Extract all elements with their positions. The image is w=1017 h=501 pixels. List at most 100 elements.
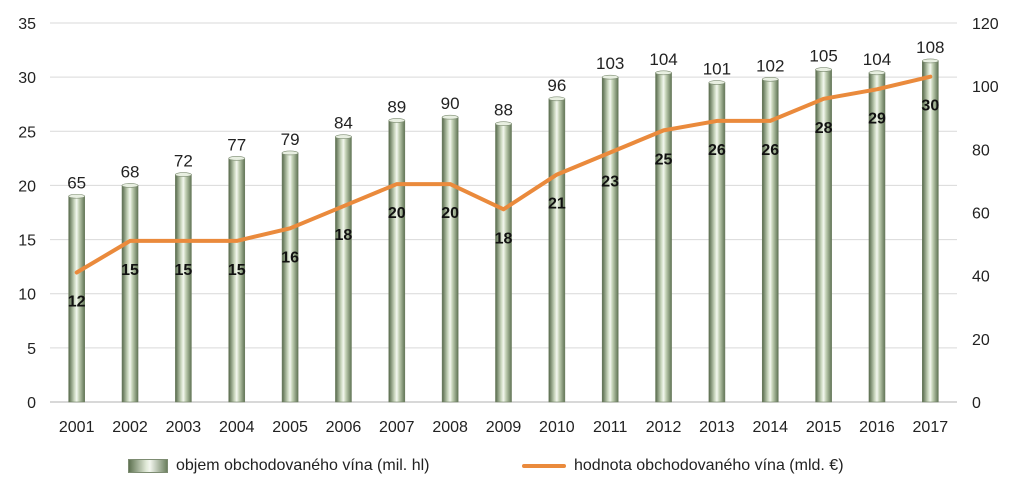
bar-data-label: 105 <box>809 47 837 66</box>
line-data-label: 25 <box>655 151 673 168</box>
bar-data-label: 104 <box>649 50 677 69</box>
legend: objem obchodovaného vína (mil. hl) hodno… <box>0 455 1017 485</box>
bar-cap <box>761 77 779 82</box>
line-data-label: 16 <box>281 249 299 266</box>
line-data-label: 20 <box>388 205 406 222</box>
bar-data-label: 103 <box>596 54 624 73</box>
line-data-label: 15 <box>228 262 246 279</box>
line-data-label: 23 <box>601 173 619 190</box>
right-tick-label: 40 <box>972 269 990 286</box>
bar-cap <box>815 67 832 72</box>
line-data-label: 30 <box>921 98 939 115</box>
line-data-label: 15 <box>174 262 192 279</box>
bar-cap <box>388 118 406 123</box>
bar-cap <box>228 156 246 161</box>
left-tick-label: 30 <box>18 70 36 87</box>
bar-data-label: 65 <box>67 173 86 192</box>
bar-data-label: 102 <box>756 56 784 75</box>
bar-data-label: 77 <box>227 135 246 154</box>
x-tick-label: 2013 <box>699 419 735 436</box>
right-tick-label: 60 <box>972 206 990 223</box>
bar-cap <box>175 172 192 177</box>
x-tick-label: 2016 <box>859 419 895 436</box>
x-tick-label: 2004 <box>219 419 255 436</box>
left-tick-label: 10 <box>18 287 36 304</box>
bar-data-label: 79 <box>281 130 300 149</box>
x-tick-label: 2002 <box>112 419 148 436</box>
legend-label-volume: objem obchodovaného vína (mil. hl) <box>176 457 430 474</box>
bar-data-label: 84 <box>334 114 353 133</box>
line-data-label: 18 <box>335 227 353 244</box>
x-tick-label: 2009 <box>486 419 522 436</box>
x-tick-label: 2014 <box>752 419 788 436</box>
right-tick-label: 20 <box>972 332 990 349</box>
right-y-axis: 0 20 40 60 80 100 120 <box>972 16 999 412</box>
x-tick-label: 2005 <box>272 419 308 436</box>
bar-data-label: 108 <box>916 38 944 57</box>
bar-data-label: 101 <box>703 60 731 79</box>
bar-cap <box>601 74 619 80</box>
bar-cap <box>495 121 512 127</box>
bar <box>548 98 566 403</box>
x-tick-label: 2001 <box>59 419 95 436</box>
bar-data-label: 72 <box>174 152 193 171</box>
left-tick-label: 35 <box>18 16 36 33</box>
left-tick-label: 5 <box>27 341 36 358</box>
legend-item-value: hodnota obchodovaného vína (mld. €) <box>522 457 844 475</box>
bar <box>281 152 299 403</box>
bar <box>655 72 672 403</box>
left-tick-label: 25 <box>18 124 36 141</box>
x-tick-label: 2010 <box>539 419 575 436</box>
legend-label-value: hodnota obchodovaného vína (mld. €) <box>574 457 844 474</box>
line-data-label: 12 <box>68 294 86 311</box>
bar <box>388 120 406 403</box>
bar-data-label: 68 <box>121 162 140 181</box>
bar-data-label: 88 <box>494 101 513 120</box>
x-tick-label: 2003 <box>166 419 202 436</box>
bar-data-label: 90 <box>441 94 460 113</box>
line-data-label: 28 <box>815 120 833 137</box>
x-tick-label: 2006 <box>326 419 362 436</box>
right-tick-label: 120 <box>972 16 999 33</box>
bar-data-label: 96 <box>547 76 566 95</box>
line-data-label: 29 <box>868 110 886 127</box>
bar-cap <box>281 150 299 156</box>
series-line <box>74 74 933 275</box>
bar-cap <box>335 134 352 139</box>
x-tick-label: 2012 <box>646 419 682 436</box>
bar-cap <box>868 70 886 76</box>
line-data-label: 20 <box>441 205 459 222</box>
bar-cap <box>708 80 726 85</box>
legend-swatch-line <box>522 464 566 468</box>
legend-swatch-bar <box>128 459 168 473</box>
right-tick-label: 0 <box>972 395 981 412</box>
bar-cap <box>655 70 672 76</box>
line-data-label: 26 <box>708 142 726 159</box>
bar <box>708 82 726 403</box>
bar <box>121 185 139 403</box>
bar-cap <box>68 193 85 199</box>
bar <box>441 116 459 403</box>
bar-cap <box>441 114 459 120</box>
bar-data-label: 89 <box>387 97 406 116</box>
bar <box>228 158 246 403</box>
bar <box>335 136 352 403</box>
line-series <box>74 74 933 275</box>
x-tick-label: 2008 <box>432 419 468 436</box>
x-tick-label: 2015 <box>806 419 842 436</box>
x-axis: 2001 2002 2003 2004 2005 2006 2007 2008 2009 2010… <box>59 419 948 436</box>
right-tick-label: 80 <box>972 142 990 159</box>
left-y-axis: 0 5 10 15 20 25 30 35 <box>18 16 36 412</box>
bar <box>761 79 779 403</box>
left-tick-label: 15 <box>18 233 36 250</box>
line-data-label: 21 <box>548 196 566 213</box>
bar <box>601 76 619 403</box>
left-tick-label: 20 <box>18 178 36 195</box>
bar <box>495 123 512 403</box>
x-tick-label: 2011 <box>593 419 628 436</box>
bar-cap <box>121 183 139 188</box>
line-data-label: 26 <box>761 142 779 159</box>
bar-data-labels: 65 68 72 77 79 84 89 90 88 96 103 104 101 102 105 104 10… <box>67 38 944 192</box>
bar-data-label: 104 <box>863 50 891 69</box>
